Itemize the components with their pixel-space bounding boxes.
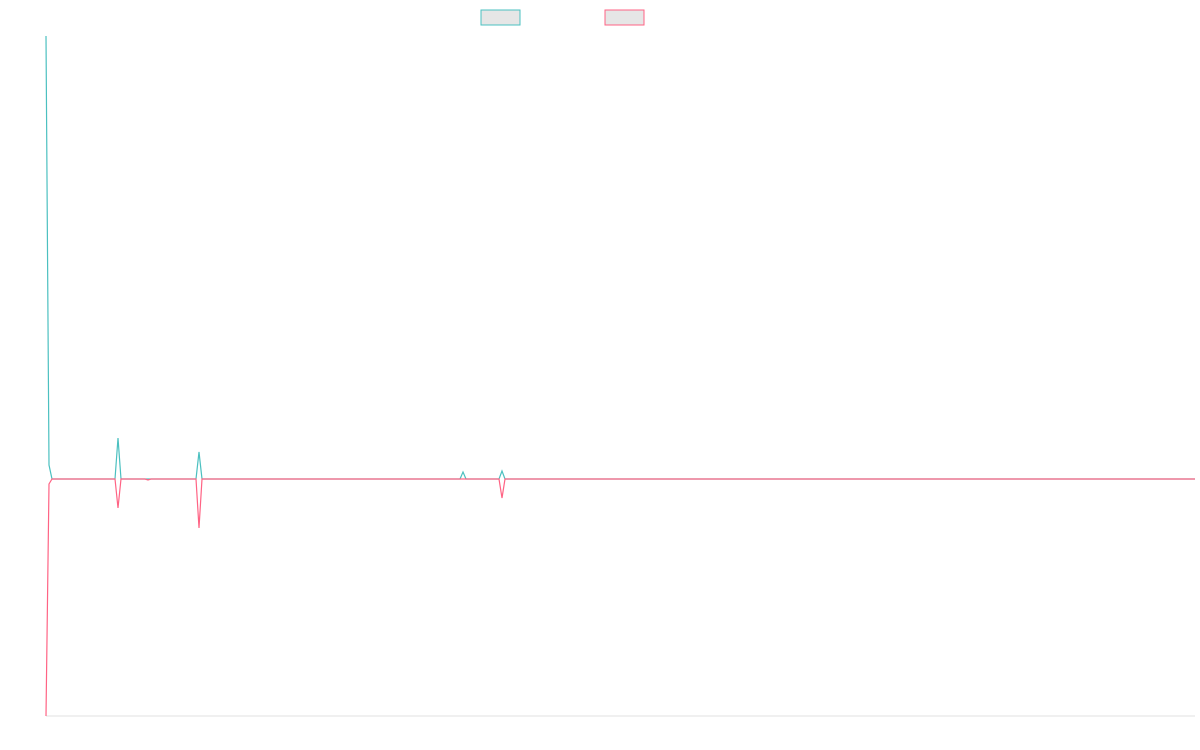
legend xyxy=(480,9,645,26)
line-series xyxy=(45,478,1195,717)
line-series xyxy=(45,35,1195,480)
legend-swatch xyxy=(480,9,521,26)
legend-swatch xyxy=(604,9,645,26)
